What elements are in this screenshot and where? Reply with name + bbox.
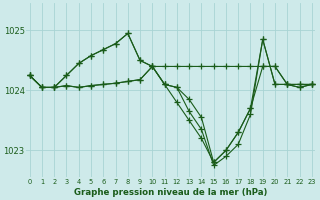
X-axis label: Graphe pression niveau de la mer (hPa): Graphe pression niveau de la mer (hPa) [74,188,268,197]
